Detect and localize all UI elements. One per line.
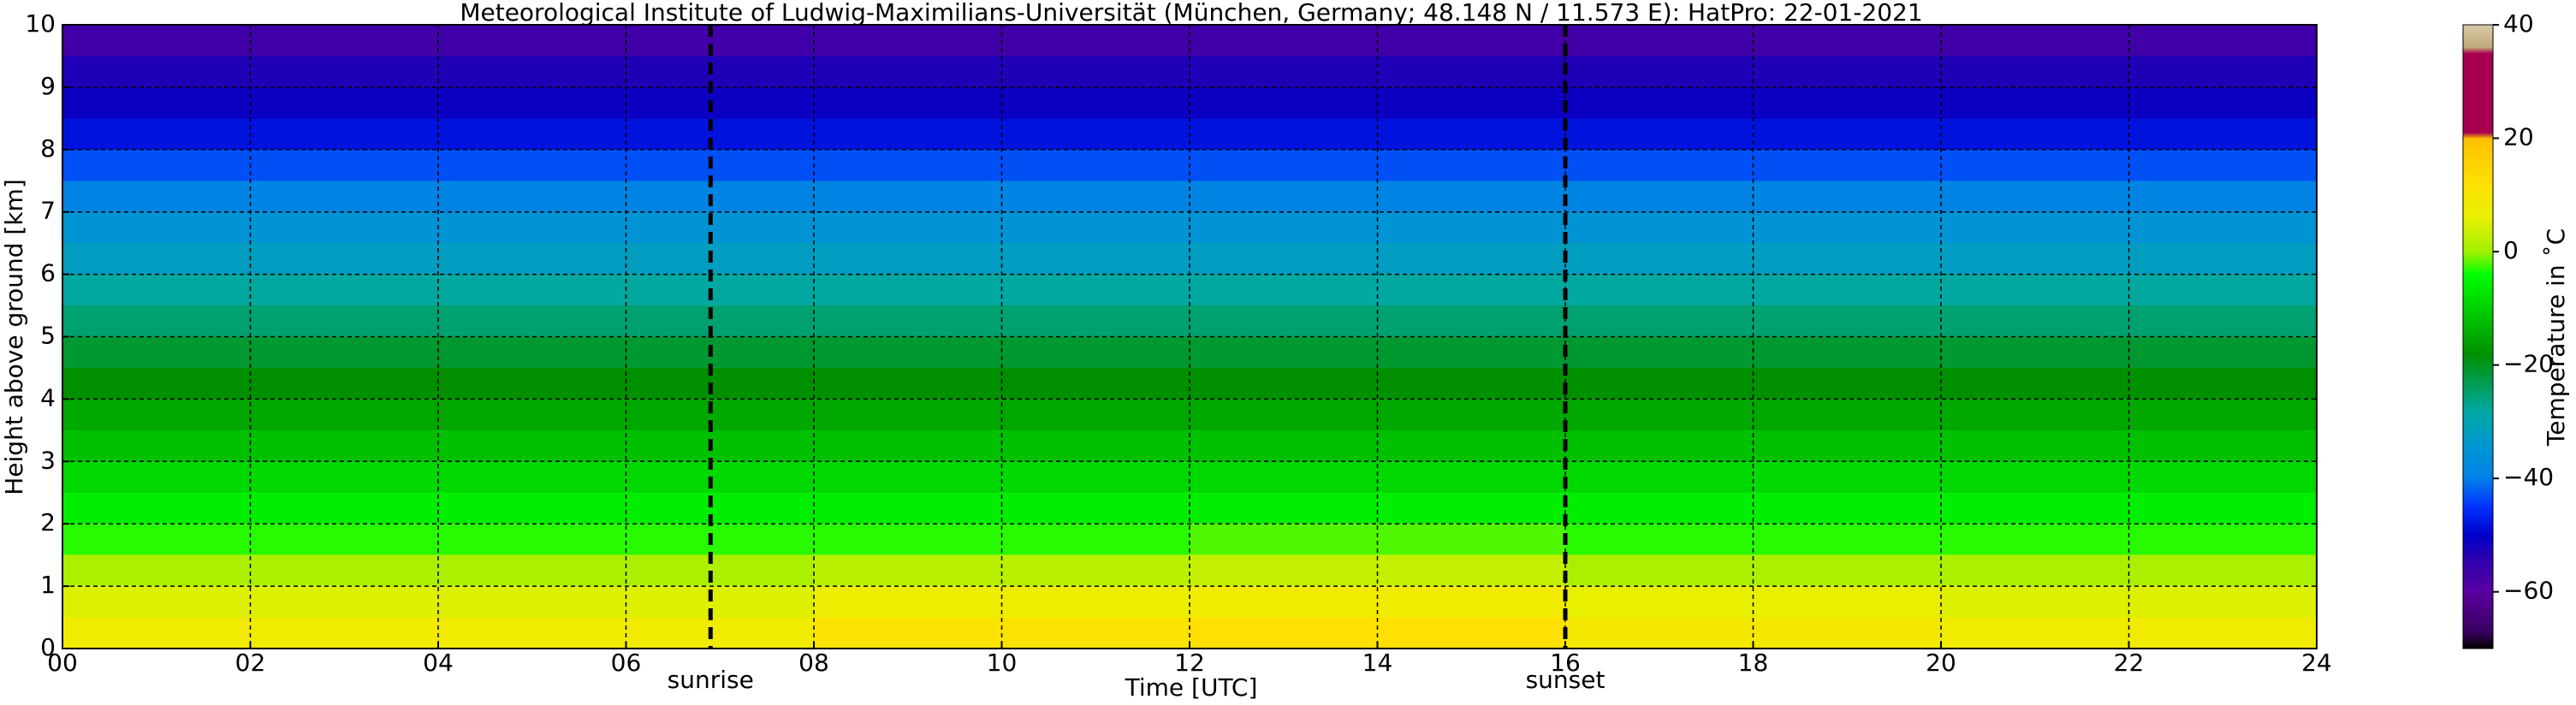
colorbar-segment [2463, 591, 2493, 632]
colorbar-segment [2463, 47, 2493, 54]
colorbar-tick-label: −20 [2503, 350, 2554, 378]
colorbar-segment [2463, 25, 2493, 49]
colorbar-tick-label: 20 [2503, 123, 2534, 151]
annotation-label: sunset [1526, 666, 1606, 694]
colorbar-segment [2463, 376, 2493, 412]
colorbar-segment [2463, 53, 2493, 133]
colorbar-segment [2463, 557, 2493, 593]
x-tick-label: 14 [1362, 649, 1393, 677]
colorbar-tick-label: 0 [2503, 236, 2519, 264]
colorbar-segment [2463, 444, 2493, 479]
colorbar-segment [2463, 535, 2493, 559]
x-tick-label: 04 [423, 649, 454, 677]
x-axis-label: Time [UTC] [1125, 673, 1258, 702]
plot-frame [62, 24, 2318, 649]
y-tick-label: 10 [25, 9, 56, 38]
colorbar-segment [2463, 183, 2493, 218]
y-tick-label: 9 [40, 72, 56, 100]
x-tick-label: 06 [611, 649, 642, 677]
x-tick-label: 18 [1738, 649, 1769, 677]
x-tick-label: 00 [47, 649, 78, 677]
colorbar-tick-label: 40 [2503, 9, 2534, 38]
colorbar-segment [2463, 252, 2493, 275]
colorbar-segment [2463, 132, 2493, 139]
colorbar-segment [2463, 217, 2493, 252]
x-tick-label: 12 [1174, 649, 1205, 677]
colorbar-segment [2463, 274, 2493, 309]
y-tick-label: 1 [40, 571, 56, 599]
x-tick-label: 02 [235, 649, 266, 677]
colorbar-frame [2462, 24, 2494, 649]
y-tick-label: 2 [40, 508, 56, 536]
colorbar-segment [2463, 138, 2493, 185]
colorbar-segment [2463, 410, 2493, 445]
chart-title: Meteorological Institute of Ludwig-Maxim… [460, 0, 1922, 27]
y-tick-label: 3 [40, 446, 56, 474]
x-tick-label: 08 [798, 649, 829, 677]
y-tick-label: 6 [40, 259, 56, 287]
colorbar-segment [2463, 478, 2493, 507]
colorbar-segment [2463, 353, 2493, 377]
x-tick-label: 20 [1926, 649, 1956, 677]
annotation-label: sunrise [668, 666, 754, 694]
y-tick-label: 0 [40, 633, 56, 661]
y-tick-label: 7 [40, 197, 56, 225]
y-tick-label: 5 [40, 322, 56, 350]
x-tick-label: 22 [2114, 649, 2145, 677]
y-tick-label: 4 [40, 383, 56, 412]
colorbar-label: Temperature in ˚C [2542, 228, 2570, 447]
colorbar-tick-label: −40 [2503, 463, 2554, 491]
colorbar-segment [2463, 308, 2493, 354]
colorbar-segment [2463, 507, 2493, 536]
x-tick-label: 16 [1550, 649, 1581, 677]
colorbar-tick-label: −60 [2503, 577, 2554, 605]
y-axis-label: Height above ground [km] [0, 179, 28, 495]
x-tick-label: 24 [2301, 649, 2332, 677]
y-tick-label: 8 [40, 134, 56, 163]
colorbar-segment [2463, 631, 2493, 649]
x-tick-label: 10 [987, 649, 1018, 677]
